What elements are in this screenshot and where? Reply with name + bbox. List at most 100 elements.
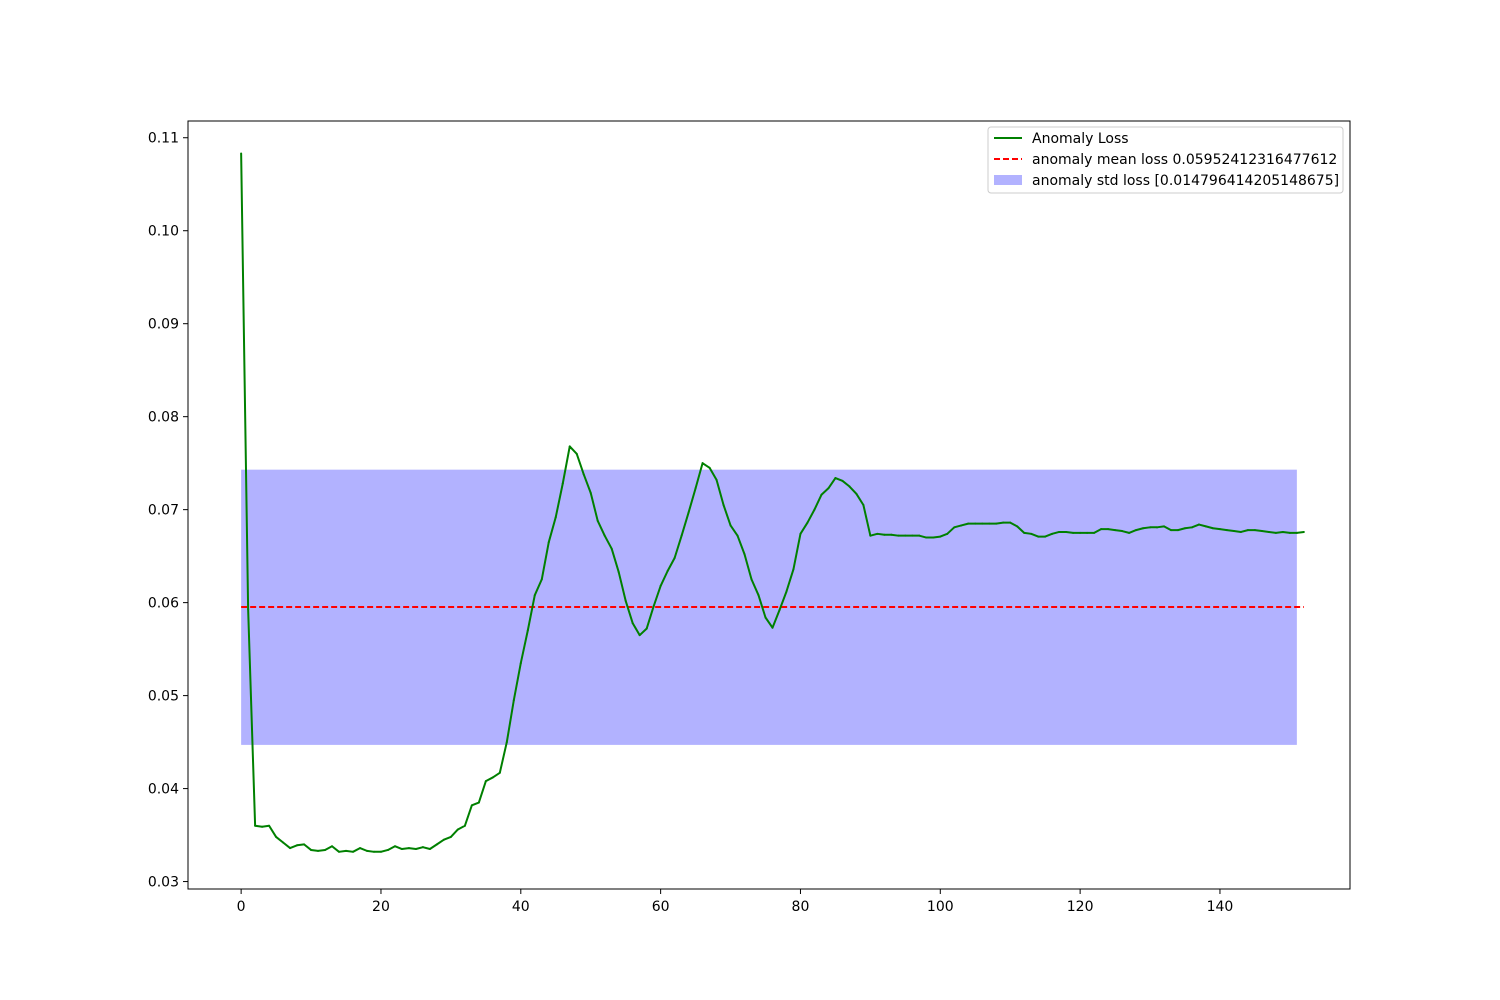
anomaly-loss-point [848,485,851,488]
anomaly-loss-point [603,534,606,537]
anomaly-loss-point [750,578,753,581]
legend-label-std-loss: anomaly std loss [0.014796414205148675] [1032,173,1339,189]
anomaly-loss-point [1065,530,1068,533]
anomaly-loss-point [624,599,627,602]
anomaly-loss-point [1246,529,1249,532]
anomaly-loss-point [540,578,543,581]
anomaly-loss-point [953,526,956,529]
anomaly-loss-point [289,847,292,850]
anomaly-loss-point [435,843,438,846]
anomaly-loss-point [715,478,718,481]
legend-label-mean-loss: anomaly mean loss 0.05952412316477612 [1032,152,1337,168]
y-tick-label: 0.10 [148,224,179,240]
plot-area-frame [187,120,1351,890]
anomaly-loss-point [456,828,459,831]
anomaly-loss-point [407,847,410,850]
anomaly-loss-point [855,492,858,495]
anomaly-loss-point [1225,529,1228,532]
x-tick-label: 0 [237,899,246,915]
anomaly-loss-point [1009,521,1012,524]
anomaly-loss-point [834,477,837,480]
anomaly-loss-point [631,622,634,625]
anomaly-loss-point [1023,531,1026,534]
x-tick-label: 60 [652,899,670,915]
anomaly-loss-point [771,626,774,629]
y-tick-label: 0.03 [148,875,179,891]
anomaly-loss-point [1016,525,1019,528]
legend-swatch-std-loss [994,175,1022,185]
anomaly-loss-point [673,556,676,559]
anomaly-loss-point [519,662,522,665]
anomaly-loss-point [533,594,536,597]
y-tick-label: 0.04 [148,782,179,798]
anomaly-loss-point [1302,530,1305,533]
anomaly-loss-point [1274,531,1277,534]
y-tick-label: 0.06 [148,596,179,612]
anomaly-loss-point [303,843,306,846]
anomaly-loss-point [911,534,914,537]
anomaly-loss-point [610,547,613,550]
anomaly-loss-point [890,533,893,536]
anomaly-loss-point [1044,535,1047,538]
anomaly-loss-point [247,608,250,611]
anomaly-loss-point [575,452,578,455]
anomaly-loss-point [331,845,334,848]
anomaly-loss-point [582,473,585,476]
anomaly-loss-point [561,482,564,485]
anomaly-loss-point [876,532,879,535]
anomaly-loss-point [1211,527,1214,530]
anomaly-loss-point [652,605,655,608]
y-tick-label: 0.08 [148,410,179,426]
anomaly-loss-point [883,533,886,536]
anomaly-loss-point [1260,530,1263,533]
anomaly-loss-point [995,522,998,525]
anomaly-loss-point [946,532,949,535]
anomaly-loss-point [1190,526,1193,529]
anomaly-loss-point [1037,535,1040,538]
anomaly-loss-point [296,844,299,847]
anomaly-loss-point [240,152,243,155]
anomaly-loss-point [666,570,669,573]
anomaly-loss-point [526,629,529,632]
anomaly-loss-point [1281,530,1284,533]
anomaly-loss-point [324,848,327,851]
anomaly-loss-point [939,535,942,538]
y-tick-label: 0.07 [148,503,179,519]
anomaly-loss-point [428,848,431,851]
anomaly-loss-point [757,594,760,597]
anomaly-loss-point [799,532,802,535]
anomaly-loss-point [261,825,264,828]
anomaly-loss-point [932,536,935,539]
anomaly-loss-point [988,522,991,525]
legend-label-anomaly-loss: Anomaly Loss [1032,131,1129,147]
anomaly-loss-point [1170,529,1173,532]
anomaly-loss-point [442,838,445,841]
anomaly-loss-point [449,835,452,838]
anomaly-loss-point [1253,529,1256,532]
anomaly-loss-point [1288,531,1291,534]
anomaly-loss-point [722,504,725,506]
anomaly-loss-point [764,616,767,619]
x-tick-label: 40 [512,899,530,915]
anomaly-loss-point [743,553,746,556]
anomaly-loss-point [1079,531,1082,534]
anomaly-loss-point [1156,526,1159,529]
anomaly-loss-point [1086,531,1089,534]
y-tick-label: 0.05 [148,689,179,705]
anomaly-loss-point [708,466,711,469]
anomaly-loss-point [400,848,403,851]
y-tick-label: 0.09 [148,317,179,333]
anomaly-loss-point [1295,531,1298,534]
anomaly-loss-point [1232,530,1235,533]
anomaly-loss-point [596,519,599,522]
anomaly-loss-point [862,504,865,506]
anomaly-loss-point [1107,528,1110,531]
x-tick-label: 80 [792,899,810,915]
anomaly-loss-point [701,462,704,465]
anomaly-loss-point [491,776,494,779]
anomaly-loss-point [1267,530,1270,533]
anomaly-loss-point [974,522,977,525]
anomaly-loss-point [694,487,697,490]
anomaly-loss-point [785,590,788,593]
legend: Anomaly Loss anomaly mean loss 0.0595241… [987,126,1344,194]
